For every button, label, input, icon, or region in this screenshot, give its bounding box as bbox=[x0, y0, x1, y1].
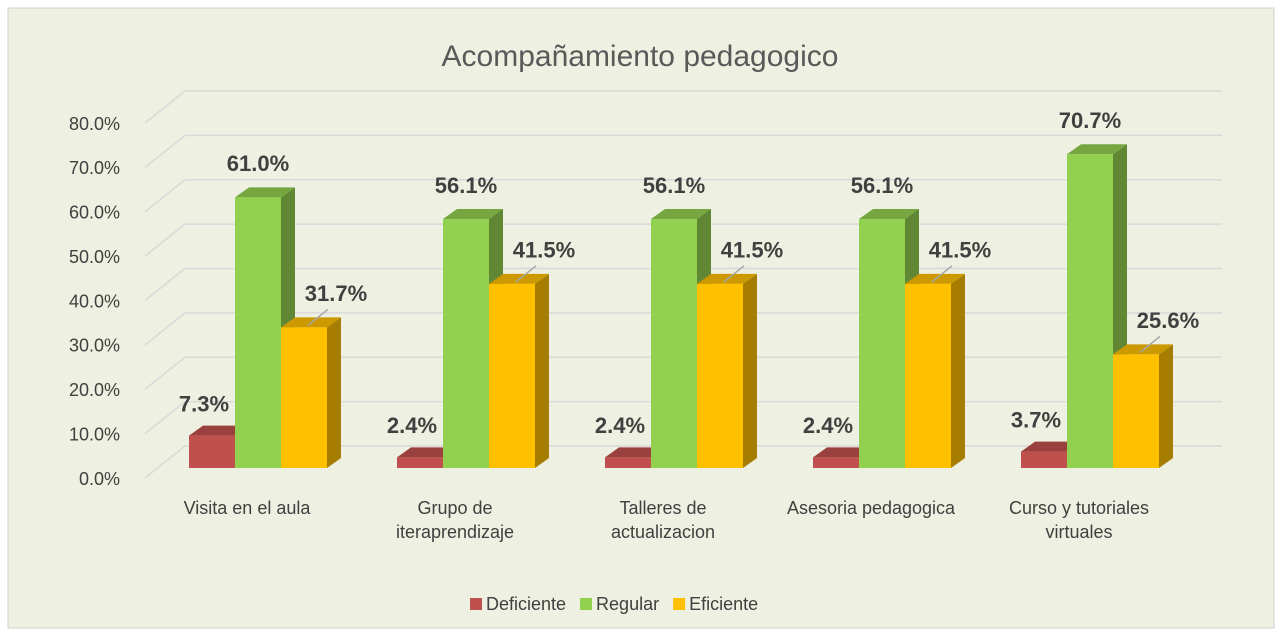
bar bbox=[443, 219, 489, 468]
y-tick-label: 60.0% bbox=[69, 203, 120, 223]
grid-line bbox=[144, 90, 1222, 124]
grid-line bbox=[144, 134, 1222, 168]
x-tick-label: Curso y tutoriales virtuales bbox=[1008, 498, 1150, 542]
legend-swatch bbox=[580, 598, 593, 610]
legend-swatch bbox=[470, 598, 482, 610]
bar bbox=[281, 327, 327, 468]
leader-line bbox=[931, 265, 953, 283]
data-label: 56.1% bbox=[643, 173, 705, 198]
data-label: 7.3% bbox=[179, 391, 229, 416]
bar-side bbox=[535, 273, 549, 468]
bar bbox=[1021, 451, 1067, 468]
bar-top bbox=[859, 209, 919, 220]
bar-side bbox=[951, 273, 965, 468]
data-label: 2.4% bbox=[595, 413, 645, 438]
bar bbox=[859, 219, 905, 468]
data-label: 41.5% bbox=[513, 238, 575, 263]
leader-line bbox=[307, 308, 329, 326]
legend-label: Eficiente bbox=[689, 594, 758, 614]
data-label: 61.0% bbox=[227, 151, 289, 176]
bar bbox=[1067, 154, 1113, 469]
y-tick-label: 40.0% bbox=[69, 291, 120, 311]
y-tick-label: 20.0% bbox=[69, 380, 120, 400]
bar-top bbox=[1021, 441, 1081, 452]
y-tick-label: 70.0% bbox=[69, 158, 120, 178]
data-label: 41.5% bbox=[929, 238, 991, 263]
data-label: 2.4% bbox=[803, 413, 853, 438]
bar bbox=[605, 457, 651, 468]
bar-side bbox=[743, 273, 757, 468]
chart-title: Acompañamiento pedagogico bbox=[442, 40, 839, 73]
bar bbox=[905, 283, 951, 468]
y-tick-label: 50.0% bbox=[69, 247, 120, 267]
bar bbox=[235, 197, 281, 468]
y-tick-label: 80.0% bbox=[69, 114, 120, 134]
y-tick-label: 30.0% bbox=[69, 336, 120, 356]
data-label: 31.7% bbox=[305, 281, 367, 306]
bar-top bbox=[651, 209, 711, 220]
bar bbox=[651, 219, 697, 468]
legend-label: Regular bbox=[596, 594, 659, 614]
leader-line bbox=[515, 265, 537, 283]
data-label: 70.7% bbox=[1059, 108, 1121, 133]
leader-line bbox=[723, 265, 745, 283]
data-label: 41.5% bbox=[721, 238, 783, 263]
bar-top bbox=[235, 187, 295, 198]
bar bbox=[697, 283, 743, 468]
bar-top bbox=[397, 447, 457, 458]
bar bbox=[397, 457, 443, 468]
bar-top bbox=[1067, 144, 1127, 155]
data-label: 25.6% bbox=[1137, 308, 1199, 333]
bar-top bbox=[189, 425, 249, 436]
bar bbox=[489, 283, 535, 468]
bar-side bbox=[1159, 344, 1173, 468]
chart-area bbox=[7, 7, 1275, 629]
bar-side bbox=[327, 317, 341, 468]
x-tick-label: Grupo de iteraprendizaje bbox=[395, 498, 515, 542]
x-tick-label: Asesoria pedagogica bbox=[786, 498, 956, 518]
legend-swatch bbox=[673, 598, 686, 610]
grid-line bbox=[144, 179, 1222, 213]
bar-top bbox=[443, 209, 503, 220]
bar-top bbox=[813, 447, 873, 458]
data-label: 56.1% bbox=[435, 173, 497, 198]
x-tick-label: Talleres de actualizacion bbox=[610, 498, 716, 542]
bar-top bbox=[605, 447, 665, 458]
y-tick-label: 0.0% bbox=[79, 469, 120, 489]
bar bbox=[1113, 354, 1159, 468]
bar bbox=[813, 457, 859, 468]
leader-line bbox=[1139, 335, 1161, 353]
y-tick-label: 10.0% bbox=[69, 424, 120, 444]
x-tick-label: Visita en el aula bbox=[183, 498, 311, 518]
data-label: 3.7% bbox=[1011, 407, 1061, 432]
legend-label: Deficiente bbox=[486, 594, 566, 614]
data-label: 2.4% bbox=[387, 413, 437, 438]
bar bbox=[189, 435, 235, 468]
data-label: 56.1% bbox=[851, 173, 913, 198]
